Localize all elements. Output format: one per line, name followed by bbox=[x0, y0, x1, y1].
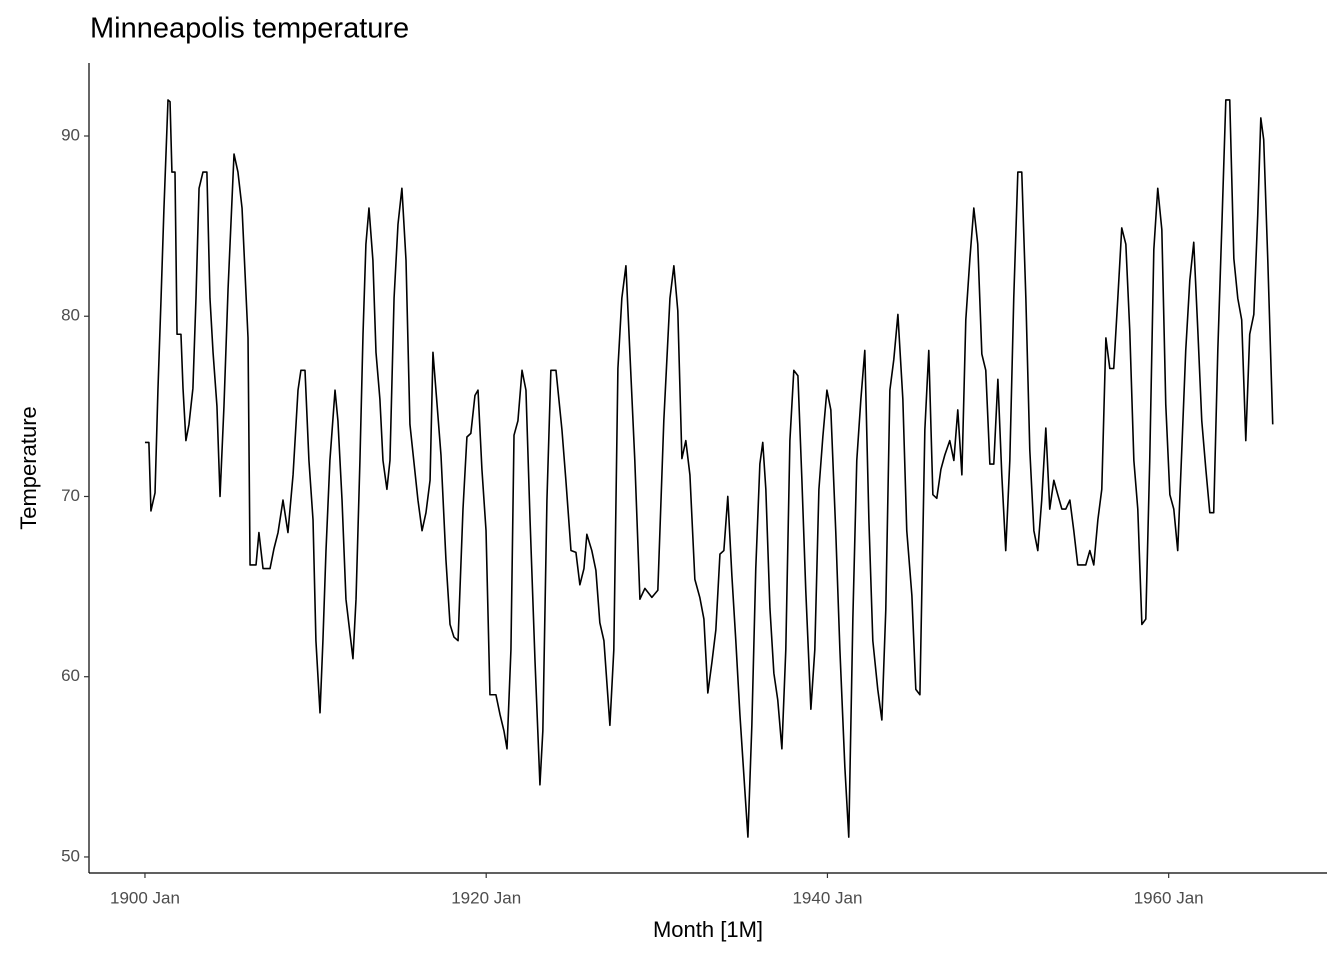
x-axis-title: Month [1M] bbox=[653, 917, 763, 942]
y-tick-label: 80 bbox=[61, 306, 80, 325]
y-tick-label: 70 bbox=[61, 486, 80, 505]
temperature-line bbox=[144, 99, 1274, 838]
y-tick-label: 60 bbox=[61, 666, 80, 685]
y-tick-label: 50 bbox=[61, 846, 80, 865]
x-tick-label: 1900 Jan bbox=[110, 888, 180, 907]
y-tick-label: 90 bbox=[61, 125, 80, 144]
x-tick-label: 1960 Jan bbox=[1134, 888, 1204, 907]
x-tick-label: 1940 Jan bbox=[792, 888, 862, 907]
y-axis-title: Temperature bbox=[16, 406, 41, 530]
x-tick-label: 1920 Jan bbox=[451, 888, 521, 907]
chart-title: Minneapolis temperature bbox=[90, 13, 409, 45]
